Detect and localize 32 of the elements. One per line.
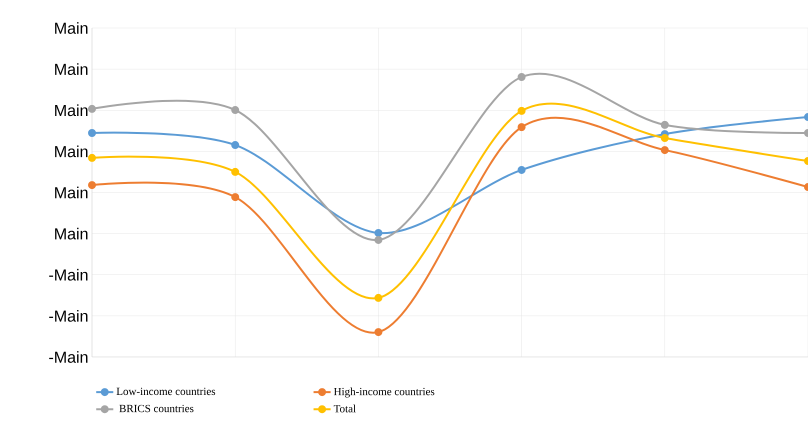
point bbox=[231, 106, 240, 114]
point bbox=[374, 328, 382, 336]
point bbox=[374, 294, 382, 302]
legend-label: BRICS countries bbox=[119, 404, 194, 412]
point bbox=[518, 166, 526, 174]
point bbox=[88, 181, 96, 190]
point bbox=[231, 193, 240, 202]
point bbox=[231, 168, 240, 176]
legend-label: Total bbox=[334, 404, 356, 412]
point bbox=[660, 120, 669, 129]
text: -Main bbox=[49, 310, 88, 322]
point bbox=[518, 72, 526, 81]
text: Main bbox=[55, 22, 88, 34]
text: Main bbox=[55, 104, 88, 116]
point bbox=[374, 236, 382, 244]
point bbox=[518, 123, 526, 132]
legend-label: High-income countries bbox=[334, 388, 434, 398]
text: Main bbox=[55, 145, 88, 158]
point bbox=[518, 106, 526, 115]
point bbox=[660, 134, 669, 142]
text: Main bbox=[55, 186, 88, 198]
text: -Main bbox=[49, 351, 88, 363]
point bbox=[660, 146, 669, 154]
point bbox=[88, 154, 96, 162]
text: Main bbox=[55, 228, 88, 240]
point bbox=[88, 104, 96, 113]
point bbox=[231, 141, 240, 150]
text: -Main bbox=[49, 268, 88, 281]
text: Main bbox=[55, 63, 88, 75]
point bbox=[374, 228, 382, 237]
point bbox=[88, 128, 96, 137]
legend-label: Low-income countries bbox=[116, 388, 216, 396]
